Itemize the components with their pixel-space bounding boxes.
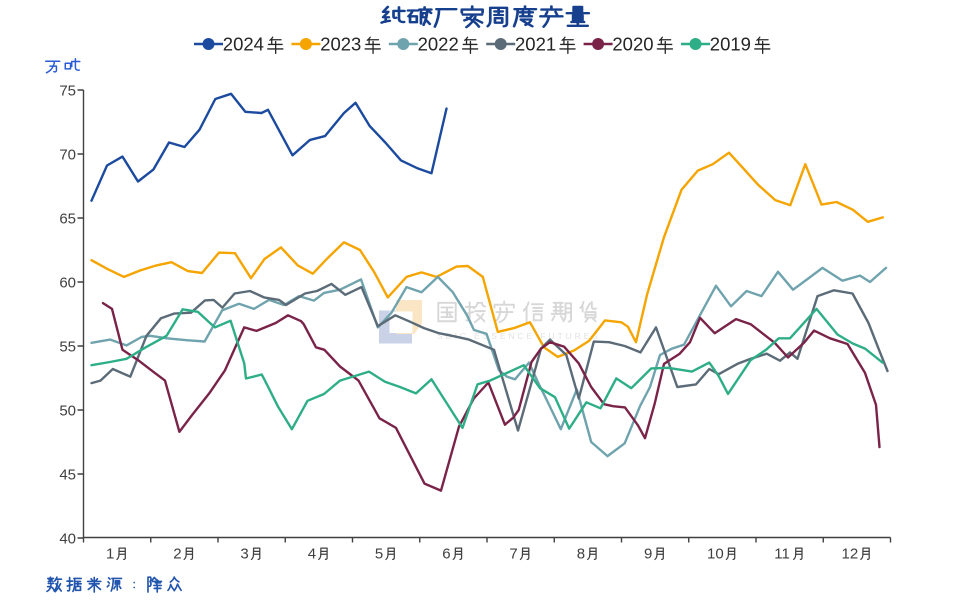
svg-text:9: 9 xyxy=(644,546,652,563)
svg-text:70: 70 xyxy=(59,147,76,164)
svg-text:2019: 2019 xyxy=(710,34,751,55)
svg-text:8: 8 xyxy=(577,546,585,563)
svg-text:65: 65 xyxy=(59,211,76,228)
svg-text:12: 12 xyxy=(842,546,859,563)
svg-text:2024: 2024 xyxy=(223,34,264,55)
svg-text:45: 45 xyxy=(59,467,76,484)
svg-text:60: 60 xyxy=(59,275,76,292)
svg-text:SDIC ESSENCE FUTURES: SDIC ESSENCE FUTURES xyxy=(437,331,601,341)
svg-text:2020: 2020 xyxy=(612,34,653,55)
svg-text:50: 50 xyxy=(59,403,76,420)
svg-text:1: 1 xyxy=(106,546,114,563)
svg-text:2: 2 xyxy=(173,546,181,563)
svg-text:2022: 2022 xyxy=(418,34,459,55)
svg-text:4: 4 xyxy=(308,546,316,563)
svg-text:10: 10 xyxy=(707,546,724,563)
svg-text:11: 11 xyxy=(774,546,790,563)
svg-text:6: 6 xyxy=(442,546,450,563)
svg-text:7: 7 xyxy=(509,546,517,563)
svg-text:40: 40 xyxy=(59,531,76,548)
svg-text:3: 3 xyxy=(240,546,248,563)
svg-text:2021: 2021 xyxy=(515,34,556,55)
svg-text:75: 75 xyxy=(59,83,76,100)
svg-text:2023: 2023 xyxy=(320,34,361,55)
svg-text:5: 5 xyxy=(375,546,383,563)
svg-text:55: 55 xyxy=(59,339,76,356)
